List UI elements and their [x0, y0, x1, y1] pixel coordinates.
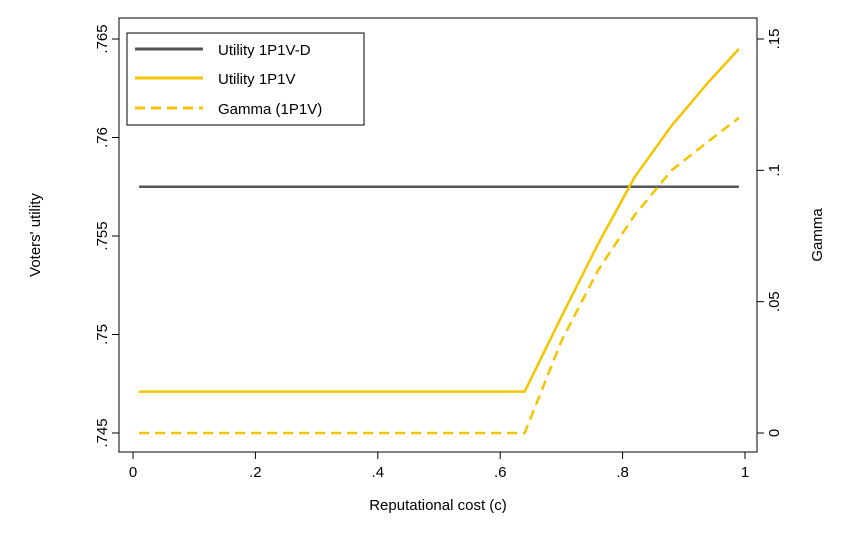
y-right-tick-label: .05: [766, 291, 783, 312]
x-axis: 0 .2 .4 .6 .8 1: [129, 452, 749, 481]
y-axis-right: 0 .05 .1 .15: [757, 29, 783, 437]
series-layer: [139, 48, 740, 435]
y-right-tick-label: .1: [766, 164, 783, 177]
x-tick-label: .6: [494, 464, 507, 481]
x-tick-label: 0: [129, 464, 137, 481]
series-line-gamma-1p1v: [139, 116, 740, 435]
x-tick-label: 1: [741, 464, 749, 481]
y-axis-left: .745 .75 .755 .76 .765: [94, 24, 119, 448]
y-right-tick-label: .15: [766, 29, 783, 50]
y-left-tick-label: .765: [94, 24, 111, 53]
x-tick-label: .8: [616, 464, 629, 481]
x-axis-title: Reputational cost (c): [369, 497, 507, 514]
y-axis-right-title: Gamma: [809, 208, 826, 262]
legend-label-utility-1p1v: Utility 1P1V: [218, 71, 296, 88]
y-axis-left-title: Voters' utility: [27, 193, 44, 277]
legend: Utility 1P1V-D Utility 1P1V Gamma (1P1V): [126, 32, 365, 126]
x-tick-label: .2: [249, 464, 262, 481]
series-line-utility-1p1v: [139, 48, 740, 393]
y-left-tick-label: .745: [94, 418, 111, 447]
y-left-tick-label: .76: [94, 127, 111, 148]
y-left-tick-label: .755: [94, 221, 111, 250]
y-left-tick-label: .75: [94, 324, 111, 345]
legend-label-utility-1p1v-d: Utility 1P1V-D: [218, 42, 311, 59]
x-tick-label: .4: [372, 464, 385, 481]
y-right-tick-label: 0: [766, 429, 783, 437]
legend-label-gamma-1p1v: Gamma (1P1V): [218, 101, 322, 118]
